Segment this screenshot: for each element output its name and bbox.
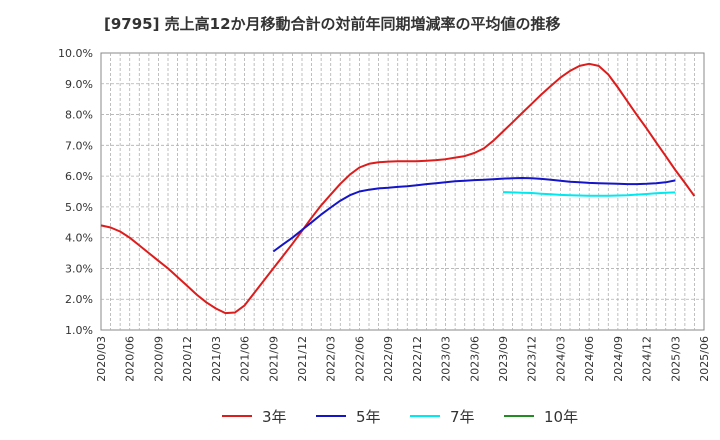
series-line-1	[100, 62, 696, 315]
legend-label: 7年	[450, 407, 475, 426]
x-tick-label: 2020/09	[152, 336, 165, 382]
legend-swatch	[410, 415, 440, 417]
x-tick-label: 2021/12	[296, 336, 309, 382]
legend-item: 7年	[410, 404, 475, 428]
y-tick-label: 1.0%	[65, 324, 93, 337]
series-line-2	[272, 177, 676, 253]
chart-title: [9795] 売上高12か月移動合計の対前年同期増減率の平均値の推移	[104, 15, 561, 33]
legend-swatch	[504, 415, 534, 417]
y-tick-label: 5.0%	[65, 201, 93, 214]
legend-label: 10年	[544, 407, 579, 426]
legend-label: 3年	[262, 407, 287, 426]
x-tick-label: 2020/06	[124, 336, 137, 382]
legend-item: 3年	[222, 404, 287, 428]
plot-area	[100, 52, 705, 331]
legend-swatch	[316, 415, 346, 417]
y-tick-label: 8.0%	[65, 109, 93, 122]
y-tick-label: 6.0%	[65, 170, 93, 183]
x-tick-label: 2023/12	[526, 336, 539, 382]
legend-swatch	[222, 415, 252, 417]
x-tick-label: 2020/12	[181, 336, 194, 382]
x-tick-label: 2020/03	[95, 336, 108, 382]
x-tick-label: 2025/06	[698, 336, 711, 382]
x-tick-label: 2023/03	[440, 336, 453, 382]
x-tick-label: 2021/06	[239, 336, 252, 382]
x-tick-label: 2021/03	[210, 336, 223, 382]
x-tick-label: 2024/09	[612, 336, 625, 382]
x-tick-label: 2024/12	[641, 336, 654, 382]
x-tick-label: 2021/09	[267, 336, 280, 382]
legend-item: 5年	[316, 404, 381, 428]
y-tick-label: 7.0%	[65, 139, 93, 152]
series-line-3	[502, 191, 676, 197]
x-tick-label: 2023/09	[497, 336, 510, 382]
y-tick-label: 10.0%	[58, 47, 93, 60]
x-tick-label: 2022/12	[411, 336, 424, 382]
x-tick-label: 2025/03	[669, 336, 682, 382]
legend-label: 5年	[356, 407, 381, 426]
y-tick-label: 4.0%	[65, 232, 93, 245]
x-tick-label: 2024/03	[554, 336, 567, 382]
y-tick-label: 2.0%	[65, 293, 93, 306]
y-tick-label: 9.0%	[65, 78, 93, 91]
x-tick-label: 2022/09	[382, 336, 395, 382]
x-tick-label: 2022/06	[353, 336, 366, 382]
x-tick-label: 2023/06	[468, 336, 481, 382]
x-tick-label: 2024/06	[583, 336, 596, 382]
x-tick-label: 2022/03	[325, 336, 338, 382]
legend: 3年 5年 7年 10年	[0, 404, 720, 428]
legend-item: 10年	[504, 404, 578, 428]
y-tick-label: 3.0%	[65, 262, 93, 275]
